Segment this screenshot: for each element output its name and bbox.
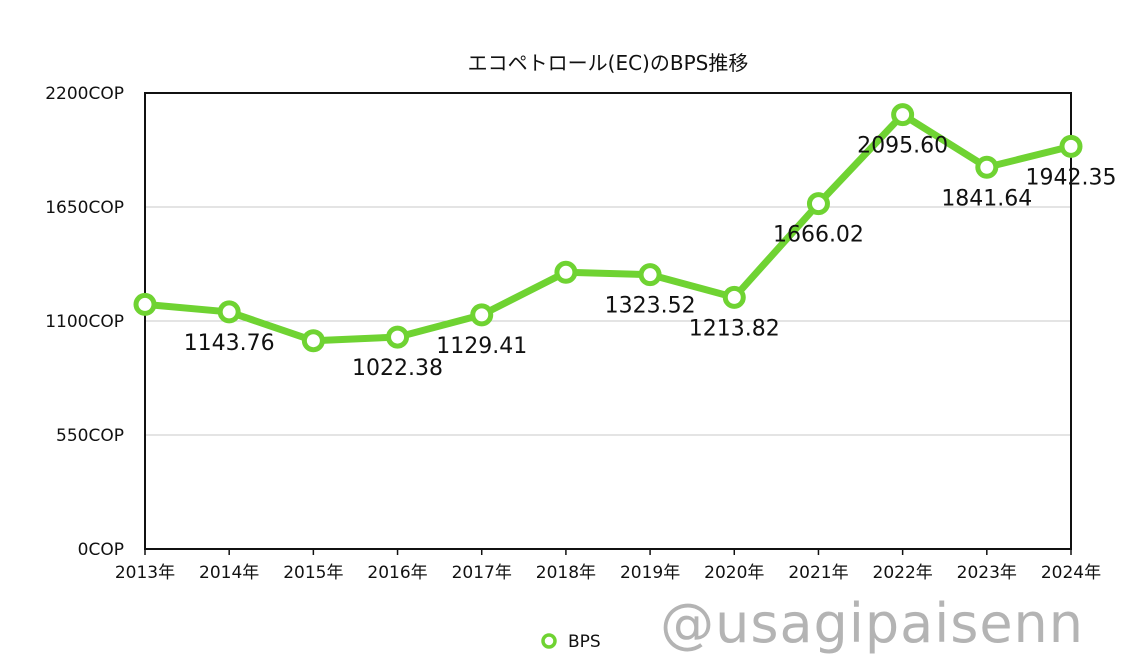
data-point: [806, 192, 830, 216]
y-axis-ticks: 0COP 550COP 1100COP 1650COP 2200COP: [45, 84, 124, 560]
data-point: [217, 300, 241, 324]
data-point: [133, 292, 157, 316]
data-label: 1129.41: [436, 334, 527, 359]
watermark-text: @usagipaisenn: [660, 592, 1084, 655]
data-label: 1323.52: [605, 294, 696, 319]
x-tick-label: 2021年: [788, 563, 848, 583]
y-tick-label: 0COP: [78, 540, 124, 560]
legend-marker-bps: [541, 633, 557, 649]
y-tick-label: 1100COP: [45, 312, 124, 332]
data-label: 1666.02: [773, 223, 864, 248]
plot-frame: [144, 92, 1072, 550]
x-tick-label: 2020年: [704, 563, 764, 583]
data-points: [133, 103, 1083, 353]
series-line-bps: [141, 111, 1075, 345]
data-point: [891, 103, 915, 127]
data-point: [386, 325, 410, 349]
data-label: 1022.38: [352, 356, 443, 381]
x-tick-label: 2024年: [1041, 563, 1101, 583]
data-point: [470, 303, 494, 327]
x-tick-label: 2017年: [452, 563, 512, 583]
y-tick-label: 550COP: [56, 426, 124, 446]
data-label: 1841.64: [941, 186, 1032, 211]
x-tick-label: 2023年: [957, 563, 1017, 583]
y-tick-label: 2200COP: [45, 84, 124, 104]
legend-label-bps: BPS: [568, 632, 601, 652]
x-tick-label: 2016年: [367, 563, 427, 583]
data-point: [554, 260, 578, 284]
x-tick-label: 2018年: [536, 563, 596, 583]
data-label: 1143.76: [184, 331, 275, 356]
x-tick-label: 2015年: [283, 563, 343, 583]
data-point: [722, 285, 746, 309]
data-label: 1213.82: [689, 316, 780, 341]
data-label: 1942.35: [1026, 165, 1117, 190]
x-tick-label: 2019年: [620, 563, 680, 583]
data-point: [1059, 134, 1083, 158]
x-axis-ticks: 2013年 2014年 2015年 2016年 2017年 2018年 2019年 2020年…: [115, 549, 1101, 583]
legend: BPS: [541, 632, 601, 652]
data-point: [301, 329, 325, 353]
x-tick-label: 2013年: [115, 563, 175, 583]
gridlines: [145, 206, 1071, 436]
chart-title: エコペトロール(EC)のBPS推移: [468, 51, 749, 75]
y-tick-label: 1650COP: [45, 198, 124, 218]
data-point: [638, 263, 662, 287]
x-tick-label: 2014年: [199, 563, 259, 583]
data-point: [975, 155, 999, 179]
x-tick-label: 2022年: [873, 563, 933, 583]
data-label: 2095.60: [857, 134, 948, 159]
